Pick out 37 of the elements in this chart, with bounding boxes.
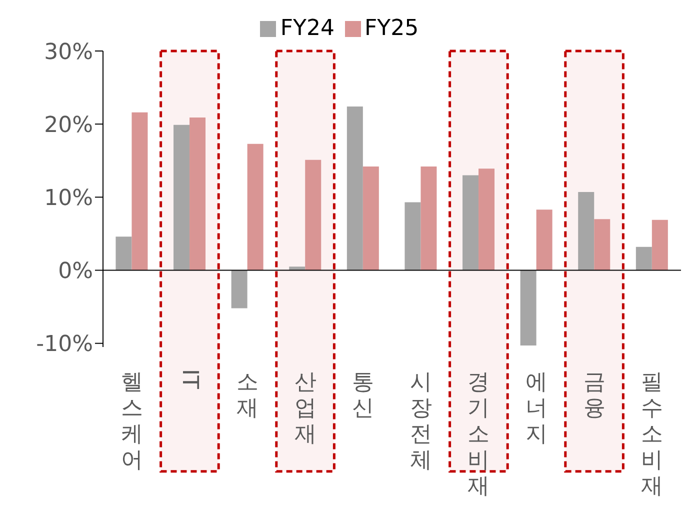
bar bbox=[247, 144, 264, 270]
bar bbox=[132, 112, 148, 270]
bar bbox=[362, 166, 379, 270]
bar bbox=[462, 175, 479, 270]
bar bbox=[289, 266, 306, 270]
bar bbox=[116, 236, 132, 270]
bar bbox=[578, 192, 594, 270]
x-tick-label: 에너지 bbox=[526, 370, 548, 447]
bar bbox=[478, 168, 495, 270]
legend-label: FY25 bbox=[364, 16, 419, 41]
bar bbox=[190, 118, 206, 270]
bar bbox=[174, 124, 190, 270]
x-tick-label: 시장전체 bbox=[410, 370, 432, 473]
bar bbox=[520, 270, 536, 346]
bar bbox=[536, 210, 552, 270]
x-tick-label: 헬스케어 bbox=[120, 370, 143, 473]
y-tick-label: 30% bbox=[44, 40, 93, 65]
y-tick-label: 20% bbox=[44, 112, 93, 138]
x-tick-label: 필수소비재 bbox=[641, 370, 664, 499]
x-tick-label: 금융 bbox=[583, 370, 606, 421]
bar bbox=[420, 166, 437, 270]
bar bbox=[305, 160, 322, 270]
x-tick-label: IT bbox=[177, 369, 202, 390]
y-tick-label: -10% bbox=[36, 332, 93, 358]
bar bbox=[346, 106, 363, 270]
bar bbox=[231, 270, 248, 308]
x-tick-label: 통신 bbox=[352, 370, 374, 421]
legend-label: FY24 bbox=[280, 16, 334, 41]
y-tick-label: 10% bbox=[44, 186, 93, 211]
bar bbox=[594, 219, 610, 270]
x-tick-label: 경기소비재 bbox=[468, 370, 490, 499]
x-tick-label: 산업재 bbox=[294, 370, 316, 447]
bar bbox=[636, 246, 652, 270]
bar bbox=[404, 202, 421, 270]
bar bbox=[652, 220, 668, 270]
y-tick-label: 0% bbox=[58, 259, 93, 284]
x-tick-label: 소재 bbox=[236, 370, 258, 421]
